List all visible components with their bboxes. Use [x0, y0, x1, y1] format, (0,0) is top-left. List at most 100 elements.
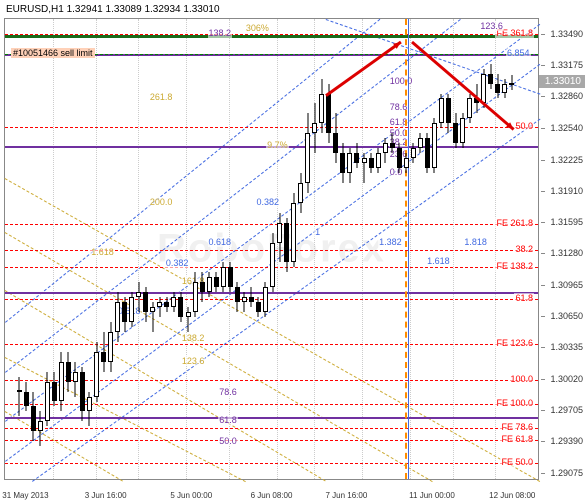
- fib-blue-label: 1.618: [426, 256, 451, 266]
- candle: [38, 411, 43, 446]
- candle: [277, 213, 282, 263]
- fib-fe-label: 61.8: [514, 293, 534, 303]
- y-axis-label: 1.29705: [550, 405, 583, 415]
- fib-purple-label: 138.2: [208, 28, 233, 38]
- candle: [390, 133, 395, 153]
- horizontal-level: [5, 428, 538, 429]
- y-axis-label: 1.33175: [550, 60, 583, 70]
- candle: [411, 143, 416, 163]
- chart-container: EURUSD,H1 1.32941 1.33089 1.32934 1.3301…: [0, 0, 587, 504]
- horizontal-level: [5, 380, 538, 381]
- projection-arrow: [320, 36, 407, 102]
- candle: [115, 292, 120, 342]
- fib-gold-label: 261.8: [149, 92, 174, 102]
- chart-title: EURUSD,H1 1.32941 1.33089 1.32934 1.3301…: [6, 4, 220, 15]
- candle: [207, 272, 212, 297]
- candle: [263, 282, 268, 317]
- candle: [193, 272, 198, 317]
- candle: [17, 377, 22, 417]
- candle: [425, 133, 430, 173]
- x-axis-label: 31 May 2013: [2, 491, 48, 500]
- fib-blue-label: 0.382: [256, 197, 281, 207]
- horizontal-level: [5, 34, 538, 35]
- candle: [298, 173, 303, 213]
- candle: [186, 307, 191, 332]
- y-axis-label: 1.29075: [550, 468, 583, 478]
- y-axis-label: 1.32860: [550, 91, 583, 101]
- x-axis-label: 11 Jun 00:00: [409, 491, 455, 500]
- fib-blue-label: 0.382: [165, 258, 190, 268]
- pending-order-label[interactable]: #10051466 sell limit: [11, 48, 95, 58]
- y-axis-label: 1.30020: [550, 374, 583, 384]
- y-axis-label: 1.30335: [550, 342, 583, 352]
- candle: [150, 302, 155, 332]
- candle: [242, 292, 247, 312]
- candle: [87, 392, 92, 427]
- candle: [418, 133, 423, 153]
- candle: [221, 262, 226, 292]
- current-price-badge: 1.33010: [539, 75, 585, 88]
- fib-blue-label: 0.618: [208, 237, 233, 247]
- horizontal-level: [5, 344, 538, 345]
- candle: [157, 297, 162, 317]
- horizontal-level: [5, 417, 538, 419]
- candle: [235, 282, 240, 312]
- fib-fe-label: FE 100.0: [495, 398, 534, 408]
- candle: [376, 148, 381, 173]
- x-axis: 31 May 2013 3 Jun 16:00 5 Jun 00:00 6 Jun 0…: [4, 482, 539, 504]
- candle: [256, 297, 261, 317]
- x-axis-label: 7 Jun 16:00: [325, 491, 367, 500]
- fib-fe-label: FE 50.0: [500, 457, 534, 467]
- fib-fe-label: 100.0: [509, 374, 534, 384]
- y-axis-label: 1.31595: [550, 217, 583, 227]
- projection-arrow: [406, 36, 520, 135]
- fib-fe-label: FE 123.6: [495, 338, 534, 348]
- candle: [178, 292, 183, 322]
- fib-gold-label: 123.6: [181, 356, 206, 366]
- fib-purple-label: 61.8: [218, 415, 238, 425]
- candle: [214, 272, 219, 292]
- candle: [369, 153, 374, 173]
- y-axis-label: 1.31280: [550, 248, 583, 258]
- y-axis-label: 1.30650: [550, 311, 583, 321]
- candle: [52, 372, 57, 407]
- candle: [108, 322, 113, 372]
- candle: [94, 342, 99, 402]
- candle: [397, 143, 402, 173]
- candle: [143, 287, 148, 322]
- candle: [171, 292, 176, 312]
- chart-plot-area[interactable]: RoboForex FE 361.850.0FE 261.838.2FE 138…: [4, 18, 539, 480]
- candle: [228, 262, 233, 292]
- x-axis-label: 6 Jun 08:00: [251, 491, 293, 500]
- fib-purple-label: 50.0: [218, 436, 238, 446]
- y-axis-label: 1.32540: [550, 123, 583, 133]
- candle: [347, 148, 352, 183]
- fib-blue-label: 1: [314, 227, 321, 237]
- fib-blue-label: 1.382: [378, 237, 403, 247]
- fib-gold-label: 138.2: [181, 333, 206, 343]
- fib-fe-label: FE 261.8: [495, 218, 534, 228]
- candle: [291, 193, 296, 268]
- candle: [200, 272, 205, 302]
- x-axis-label: 3 Jun 16:00: [85, 491, 127, 500]
- candle: [284, 218, 289, 273]
- y-axis-label: 1.29390: [550, 436, 583, 446]
- candle: [354, 143, 359, 168]
- fib-fe-label: FE 61.8: [500, 434, 534, 444]
- fib-gold-label: 200.0: [149, 197, 174, 207]
- candle: [340, 143, 345, 183]
- candle: [164, 297, 169, 312]
- fib-gold-label: 306%: [245, 23, 270, 33]
- candle: [249, 287, 254, 307]
- candle: [270, 233, 275, 293]
- candle: [59, 352, 64, 412]
- fib-gold-label: 1.618: [90, 247, 115, 257]
- candle: [31, 392, 36, 442]
- fib-fe-label: FE 78.6: [500, 422, 534, 432]
- candle: [136, 282, 141, 312]
- horizontal-level: [5, 292, 538, 294]
- horizontal-level: [5, 224, 538, 225]
- candle: [24, 382, 29, 412]
- x-axis-label: 5 Jun 00:00: [170, 491, 212, 500]
- horizontal-level: [5, 299, 538, 300]
